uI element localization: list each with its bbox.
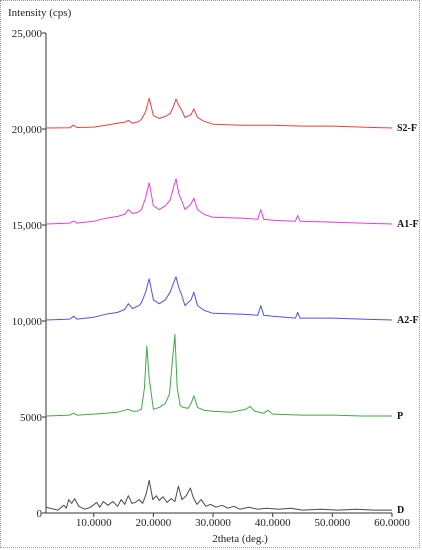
y-tick-label: 20,000 [12,124,43,136]
x-tick-label: 40.0000 [255,517,291,529]
series-line-a1-f [45,178,393,225]
series-label-a2-f: A2-F [397,315,419,326]
y-axis-title: Intensity (cps) [8,7,72,19]
y-tick-label: 10,000 [12,316,43,328]
series-labels: S2-F A1-F A2-F P D [397,123,419,516]
y-axis: 0 5000 10,000 15,000 20,000 25,000 [12,28,46,520]
series-label-s2-f: S2-F [397,123,417,134]
series-label-a1-f: A1-F [397,219,419,230]
x-tick-label: 20.0000 [136,517,172,529]
series-line-a2-f [45,276,393,321]
series-label-p: P [397,411,403,422]
series-lines [45,97,393,511]
x-tick-label: 60.0000 [374,517,410,529]
x-tick-label: 50.0000 [314,517,350,529]
x-axis: 10.0000 20.0000 30.0000 40.0000 50.0000 60.00… [76,513,410,529]
y-tick-label: 15,000 [12,220,43,232]
series-line-d [45,479,392,511]
y-tick-label: 0 [37,508,43,520]
x-tick-label: 10.0000 [76,517,112,529]
series-line-s2-f [45,97,393,129]
x-tick-label: 30.0000 [195,517,231,529]
x-axis-title: 2theta (deg.) [212,533,268,545]
series-line-p [45,333,392,417]
plot-area [45,33,392,514]
series-label-d: D [397,505,404,516]
y-tick-label: 25,000 [12,28,43,40]
y-tick-label: 5000 [20,412,43,424]
